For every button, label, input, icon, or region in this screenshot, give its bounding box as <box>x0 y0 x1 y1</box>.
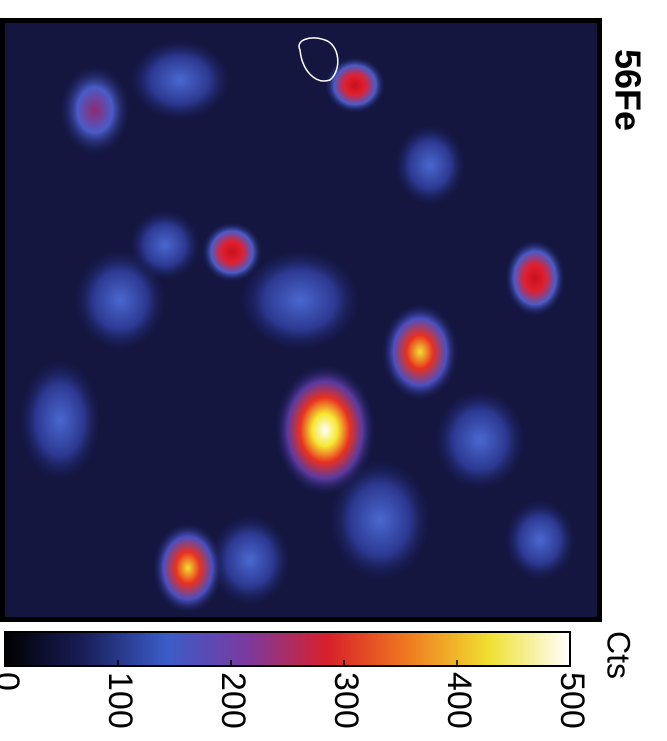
colorbar <box>4 631 571 667</box>
chart-title: 56Fe <box>607 49 648 131</box>
colorbar-tick-label: 500 <box>553 672 591 729</box>
colorbar-tick-label: 0 <box>0 672 26 691</box>
colorbar-tick-label: 100 <box>101 672 139 729</box>
colorbar-tick-label: 300 <box>327 672 365 729</box>
colorbar-label: Cts <box>601 631 637 679</box>
image <box>0 18 602 622</box>
colorbar-tick-label: 400 <box>440 672 478 729</box>
colorbar-tick-label: 200 <box>214 672 252 729</box>
